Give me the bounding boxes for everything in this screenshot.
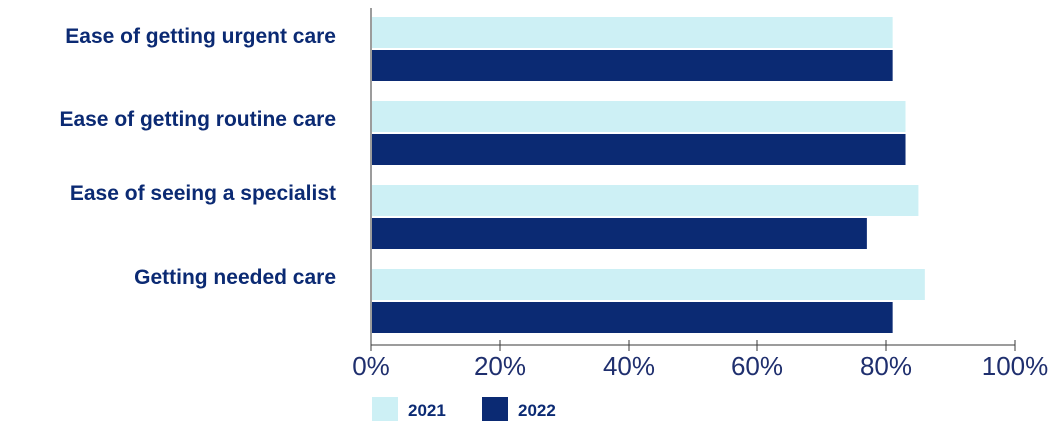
bar-urgent-2021	[372, 17, 893, 48]
tick-label-0: 0%	[352, 351, 390, 381]
tick-label-100: 100%	[982, 351, 1049, 381]
bar-needed-2022	[372, 302, 893, 333]
bar-specialist-2022	[372, 218, 867, 249]
legend-label-2021: 2021	[408, 401, 446, 420]
category-label-specialist: Ease of seeing a specialist	[70, 182, 336, 205]
category-label-routine: Ease of getting routine care	[59, 108, 336, 131]
category-label-needed: Getting needed care	[134, 266, 336, 289]
x-axis-ticks	[370, 340, 1016, 351]
category-label-urgent: Ease of getting urgent care	[65, 25, 336, 48]
bar-specialist-2021	[372, 185, 919, 216]
x-axis-tick-labels: 0% 20% 40% 60% 80% 100%	[352, 351, 1048, 381]
legend-swatch-2021	[372, 397, 398, 421]
legend-label-2022: 2022	[518, 401, 556, 420]
tick-label-20: 20%	[474, 351, 526, 381]
bar-urgent-2022	[372, 50, 893, 81]
tick-label-60: 60%	[731, 351, 783, 381]
category-labels: Ease of getting urgent care Ease of gett…	[59, 25, 336, 289]
bar-routine-2021	[372, 101, 906, 132]
bars-group	[372, 17, 925, 333]
tick-label-80: 80%	[860, 351, 912, 381]
legend: 2021 2022	[372, 397, 556, 421]
tick-label-40: 40%	[603, 351, 655, 381]
bar-routine-2022	[372, 134, 906, 165]
legend-swatch-2022	[482, 397, 508, 421]
bar-needed-2021	[372, 269, 925, 300]
